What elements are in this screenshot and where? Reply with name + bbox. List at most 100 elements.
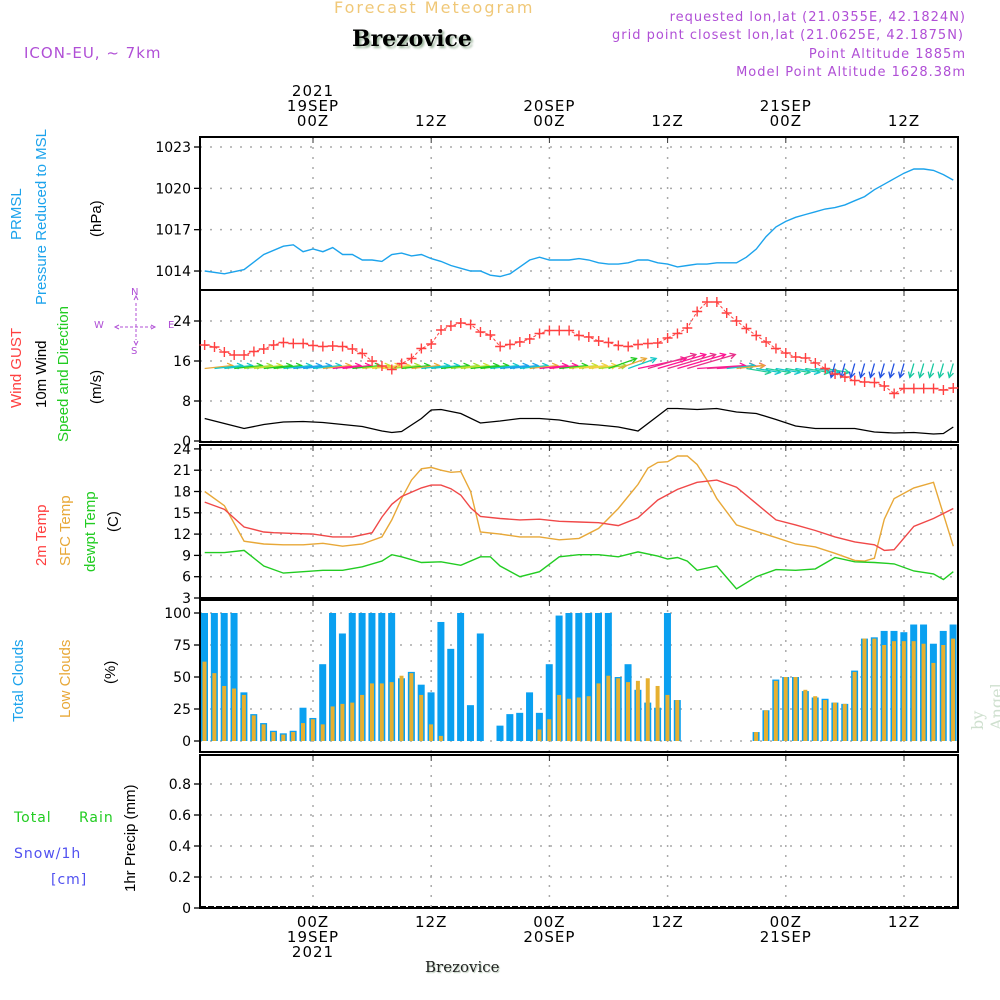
wind-arrow-head (927, 371, 935, 379)
total-cloud-bar (545, 664, 553, 741)
low-cloud-bar (350, 702, 355, 741)
gust-marker (337, 341, 348, 352)
time-label-line: 00Z (769, 913, 802, 931)
wind-arrow (840, 363, 846, 378)
grid-point-coords: grid point closest lon,lat (21.0625E, 42… (612, 28, 964, 43)
y-tick-label: 15 (173, 506, 191, 522)
gust-line (204, 301, 954, 395)
total-cloud-bar (319, 664, 327, 741)
total-cloud-bar (555, 615, 563, 741)
precip-total-label: Total (14, 810, 52, 826)
wind-arrow (618, 357, 647, 370)
low-cloud-bar (271, 732, 276, 741)
point-altitude: Point Altitude 1885m (808, 47, 966, 62)
low-cloud-bar (754, 732, 759, 741)
total-cloud-bar (220, 613, 228, 741)
snow-unit: [cm] (51, 872, 88, 888)
y-tick-label: 12 (173, 527, 191, 543)
gust-marker (308, 340, 318, 351)
gust-marker (859, 377, 870, 387)
total-cloud-bar (230, 613, 238, 741)
panel-4: 0 0.2 0.4 0.6 0.8 (169, 754, 959, 917)
total-cloud-bar (466, 705, 474, 741)
low-cloud-bar (379, 683, 384, 741)
gust-marker (347, 344, 358, 354)
wind-arrow (411, 364, 440, 370)
model-point-altitude: Model Point Altitude 1628.38m (736, 65, 966, 80)
low-cloud-bar (576, 697, 581, 741)
gust-marker (928, 383, 939, 394)
gust-marker (810, 358, 821, 368)
wind-arrow-head (650, 356, 658, 364)
y-tick-label: 1017 (155, 223, 191, 239)
wind-arrow (608, 357, 637, 370)
gust-marker (633, 339, 644, 350)
total-cloud-bar (457, 613, 465, 741)
wind-arrow-head (907, 371, 915, 379)
gust-marker (357, 348, 368, 359)
wind-arrow (391, 364, 420, 370)
wind-arrow-head (709, 352, 717, 360)
model-label: ICON-EU, ~ 7km (24, 44, 162, 62)
wind-arrow (928, 363, 935, 378)
wind-arrow (480, 364, 509, 370)
gust-marker (918, 383, 929, 394)
footer-location: Brezovice (425, 958, 500, 976)
gust-marker (780, 348, 791, 358)
gust-marker (938, 385, 949, 395)
top-time-label: 12Z (391, 114, 471, 129)
wind-arrow (312, 364, 342, 370)
time-label-line: 12Z (415, 112, 448, 130)
compass-north: N (131, 287, 139, 298)
low-cloud-bar (222, 685, 227, 741)
wind-arrow (795, 367, 820, 374)
wind-arrow-head (630, 356, 638, 364)
wind-arrow-head (868, 371, 876, 379)
y-tick-label: 0 (182, 434, 191, 450)
low-cloud-bar (360, 694, 365, 741)
wind-arrow (519, 364, 548, 370)
gust-marker (839, 372, 850, 382)
low-cloud-bar (557, 694, 562, 741)
gust-marker (485, 330, 496, 340)
wind-arrow (948, 363, 954, 378)
y-tick-label: 6 (182, 570, 191, 586)
gust-marker (623, 341, 634, 352)
total-cloud-bar (427, 692, 435, 741)
low-cloud-bar (566, 698, 571, 741)
gust-marker (268, 340, 279, 350)
panel-0: 1014 1017 1020 1023 (155, 136, 959, 291)
time-label-line: 12Z (651, 913, 684, 931)
low-cloud-bar (626, 682, 631, 741)
low-cloud-bar (547, 719, 552, 741)
wind-arrow-head (888, 371, 895, 379)
low-cloud-bar (281, 734, 286, 741)
low-cloud-bar (892, 641, 896, 741)
gust-marker (770, 343, 781, 354)
y-tick-label: 25 (173, 702, 191, 718)
pressure-line (204, 168, 954, 278)
wind-arrow (283, 364, 312, 370)
low-cloud-bar (645, 678, 650, 741)
gust-marker (406, 353, 417, 364)
bottom-time-label: 00Z 20SEP (509, 915, 589, 945)
snow-label: Snow/1h (14, 846, 82, 862)
wind-arrow (559, 364, 588, 370)
low-cloud-bar (813, 696, 818, 741)
y-tick-label: 1023 (155, 140, 191, 156)
gust-marker (495, 341, 506, 352)
gust-marker (564, 325, 575, 336)
low-cloud-bar (635, 680, 640, 741)
low-cloud-bar (606, 675, 611, 741)
low-cloud-bar (429, 724, 434, 741)
y-tick-label: 0.4 (169, 839, 191, 855)
gust-marker (396, 358, 407, 369)
wind-arrow (529, 364, 558, 370)
low-cloud-bar (911, 641, 916, 741)
gust-marker (741, 323, 752, 334)
y-tick-label: 21 (173, 463, 191, 479)
time-label-line: 12Z (887, 913, 921, 931)
gust-marker (465, 319, 476, 330)
gust-marker (416, 343, 427, 354)
y-tick-label: 0.6 (169, 808, 191, 824)
